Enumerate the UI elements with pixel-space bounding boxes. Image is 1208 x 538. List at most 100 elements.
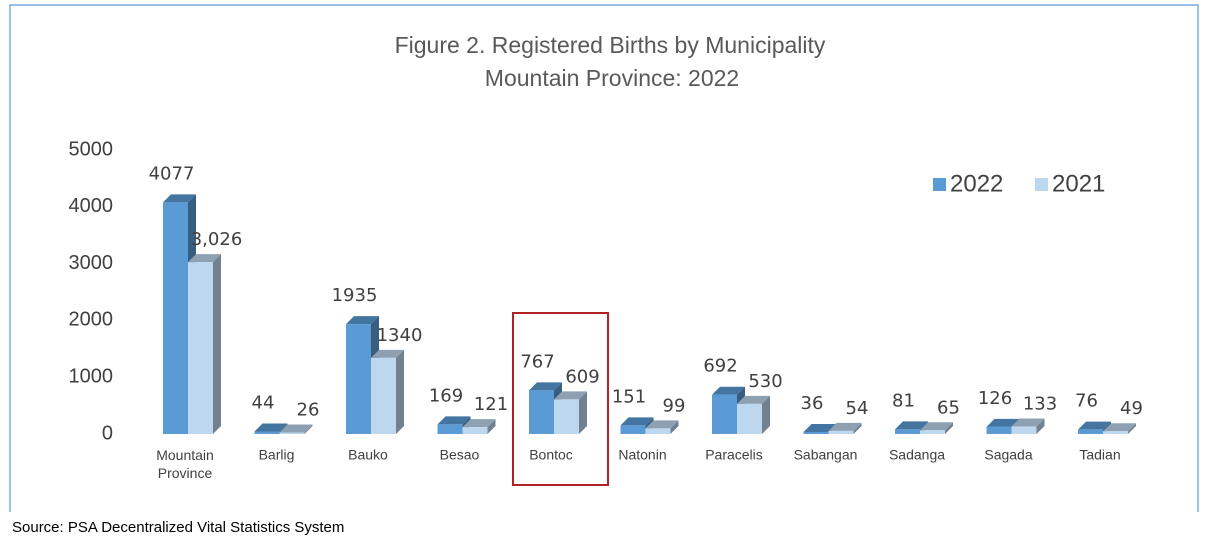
bar [279, 432, 305, 434]
data-label: 3,026 [191, 229, 243, 250]
data-label: 81 [892, 390, 915, 411]
bar-side [487, 419, 496, 434]
data-label: 767 [520, 351, 554, 372]
bar [620, 425, 646, 434]
bar [437, 424, 463, 434]
bar [371, 357, 396, 434]
x-tick-label: Bontoc [529, 447, 573, 463]
bar [737, 403, 762, 434]
data-label: 609 [565, 366, 599, 387]
bar-side [1036, 418, 1045, 434]
bar-top [371, 349, 404, 358]
x-tick-label: Sabangan [794, 447, 858, 463]
y-tick-label: 3000 [69, 252, 114, 274]
bar-top [279, 424, 313, 433]
y-tick-label: 2000 [69, 309, 114, 331]
bar-side [213, 254, 221, 434]
bar-side [762, 395, 770, 434]
data-label: 44 [252, 393, 275, 414]
bar [1103, 431, 1128, 434]
bar-top [188, 254, 221, 263]
y-tick-label: 0 [102, 422, 113, 444]
bar [986, 426, 1012, 434]
bar-top [828, 422, 862, 431]
data-label: 65 [937, 397, 960, 418]
bar-top [1078, 421, 1111, 430]
bar [828, 430, 854, 434]
bar-side [853, 422, 862, 434]
bar [920, 430, 945, 434]
data-label: 151 [612, 386, 646, 407]
chart-subtitle: Mountain Province: 2022 [485, 65, 739, 91]
bar [254, 431, 280, 434]
data-label: 530 [748, 371, 782, 392]
data-label: 76 [1075, 391, 1098, 412]
bar-top [1011, 418, 1045, 427]
bar-top [529, 382, 562, 391]
data-label: 36 [801, 393, 824, 414]
bar-top [437, 416, 471, 425]
bar [1078, 429, 1103, 434]
legend-swatch [1035, 178, 1048, 191]
bar-top [737, 395, 770, 404]
chart-title: Figure 2. Registered Births by Municipal… [395, 32, 826, 58]
data-label: 49 [1120, 398, 1143, 419]
bar-top [895, 421, 928, 430]
chart-border [9, 4, 1199, 512]
bar-top [1103, 423, 1136, 432]
x-tick-label: Natonin [618, 447, 666, 463]
data-label: 99 [663, 395, 686, 416]
bar-top [986, 418, 1020, 427]
data-label: 692 [703, 356, 737, 377]
highlight-box [512, 312, 609, 486]
bar-top [163, 194, 196, 203]
data-label: 133 [1023, 393, 1057, 414]
x-tick-label: Sagada [984, 447, 1032, 463]
bar-top [920, 422, 953, 431]
bar-top [346, 316, 379, 325]
bar [188, 262, 213, 434]
bar-top [462, 419, 496, 428]
bar-top [254, 423, 288, 432]
x-tick-label: Tadian [1079, 447, 1120, 463]
bar-top [712, 386, 745, 395]
bar-top [620, 417, 654, 426]
bar [163, 202, 188, 434]
x-tick-label: Sadanga [889, 447, 945, 463]
data-label: 121 [474, 394, 508, 415]
y-tick-label: 1000 [69, 365, 114, 387]
data-label: 169 [429, 385, 463, 406]
data-label: 1935 [332, 285, 378, 306]
bar-top [554, 391, 587, 400]
bar-side [945, 422, 953, 434]
bar [645, 428, 671, 434]
bar-side [1128, 423, 1136, 434]
bar-side [304, 424, 313, 434]
bar-top [645, 420, 679, 429]
x-tick-label: Mountain Province [156, 447, 214, 481]
x-tick-label: Bauko [348, 447, 388, 463]
bar [1011, 426, 1037, 434]
y-tick-label: 5000 [69, 138, 114, 160]
data-label: 4077 [149, 163, 195, 184]
y-tick-label: 4000 [69, 195, 114, 217]
x-tick-label: Besao [440, 447, 480, 463]
data-label: 126 [978, 388, 1012, 409]
legend-label: 2021 [1052, 170, 1105, 197]
legend-label: 2022 [950, 170, 1003, 197]
bar [895, 429, 920, 434]
bar-top [803, 423, 837, 432]
legend-swatch [933, 178, 946, 191]
source-note: Source: PSA Decentralized Vital Statisti… [12, 519, 344, 536]
data-label: 1340 [377, 325, 423, 346]
x-tick-label: Barlig [259, 447, 295, 463]
data-label: 54 [846, 398, 869, 419]
bar [803, 431, 829, 434]
bar-side [579, 391, 587, 434]
bar [529, 390, 554, 434]
bar [712, 394, 737, 434]
bar-side [670, 420, 679, 434]
bar-side [396, 349, 404, 434]
x-tick-label: Paracelis [705, 447, 763, 463]
